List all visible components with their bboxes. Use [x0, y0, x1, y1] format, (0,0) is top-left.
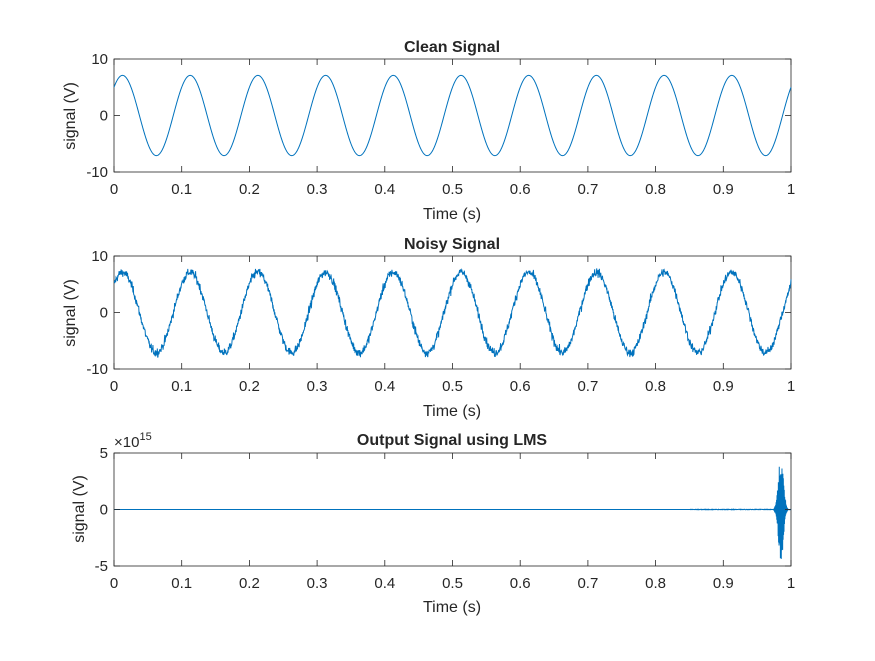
- x-tick-label: 0.4: [374, 181, 395, 198]
- noisy-signal-axes: Noisy Signal Time (s) signal (V) 0 0.1 0.2…: [62, 236, 795, 420]
- x-tick-label: 0.6: [510, 378, 531, 395]
- x-tick-label: 0.5: [442, 378, 463, 395]
- chart-title: Noisy Signal: [404, 236, 500, 253]
- x-tick-label: 0.5: [442, 575, 463, 592]
- x-tick-label: 0: [110, 378, 118, 395]
- y-tick-label: 10: [91, 248, 108, 265]
- x-tick-label: 0.9: [713, 575, 734, 592]
- y-tick-label: -10: [86, 361, 108, 378]
- x-tick-label: 0.2: [239, 378, 260, 395]
- lms-output-axes: Output Signal using LMS Time (s) signal …: [71, 431, 795, 616]
- x-tick-label: 0.6: [510, 181, 531, 198]
- x-tick-label: 0.4: [374, 378, 395, 395]
- x-tick-label: 0.3: [307, 378, 328, 395]
- x-tick-label: 1: [787, 378, 795, 395]
- x-tick-label: 0.1: [171, 575, 192, 592]
- y-tick-label: 5: [100, 445, 108, 462]
- x-tick-label: 0.8: [645, 181, 666, 198]
- x-tick-label: 1: [787, 181, 795, 198]
- x-tick-label: 0.7: [577, 181, 598, 198]
- x-axis-label: Time (s): [423, 403, 481, 420]
- x-tick-label: 0.9: [713, 181, 734, 198]
- x-tick-label: 0: [110, 575, 118, 592]
- x-tick-label: 0.7: [577, 378, 598, 395]
- series-line: [114, 466, 792, 559]
- axes-box: [113, 255, 792, 370]
- x-tick-label: 1: [787, 575, 795, 592]
- y-tick-label: 0: [100, 502, 108, 519]
- y-tick-label: -5: [95, 558, 108, 575]
- exponent-multiplier: ×1015: [114, 431, 152, 451]
- x-tick-label: 0.9: [713, 378, 734, 395]
- y-tick-label: -10: [86, 164, 108, 181]
- y-tick-label: 0: [100, 305, 108, 322]
- series-line: [113, 74, 792, 157]
- x-axis-label: Time (s): [423, 599, 481, 616]
- chart-title: Output Signal using LMS: [357, 432, 548, 449]
- y-axis-label: signal (V): [62, 82, 79, 150]
- y-tick-label: 10: [91, 51, 108, 68]
- x-tick-label: 0.6: [510, 575, 531, 592]
- y-axis-label: signal (V): [62, 279, 79, 347]
- x-tick-label: 0.5: [442, 181, 463, 198]
- x-tick-label: 0.7: [577, 575, 598, 592]
- x-axis-label: Time (s): [423, 206, 481, 223]
- series-line: [113, 267, 792, 358]
- x-tick-label: 0.3: [307, 181, 328, 198]
- y-tick-label: 0: [100, 108, 108, 125]
- x-tick-label: 0.4: [374, 575, 395, 592]
- x-tick-label: 0.1: [171, 378, 192, 395]
- x-tick-label: 0.2: [239, 181, 260, 198]
- x-tick-label: 0.3: [307, 575, 328, 592]
- x-tick-label: 0.2: [239, 575, 260, 592]
- axes-box: [113, 58, 792, 173]
- x-tick-label: 0.1: [171, 181, 192, 198]
- chart-title: Clean Signal: [404, 39, 500, 56]
- x-tick-label: 0.8: [645, 378, 666, 395]
- x-tick-label: 0.8: [645, 575, 666, 592]
- y-axis-label: signal (V): [71, 475, 88, 543]
- x-tick-label: 0: [110, 181, 118, 198]
- clean-signal-axes: Clean Signal Time (s) signal (V) 0 0.1 0.2…: [62, 39, 795, 223]
